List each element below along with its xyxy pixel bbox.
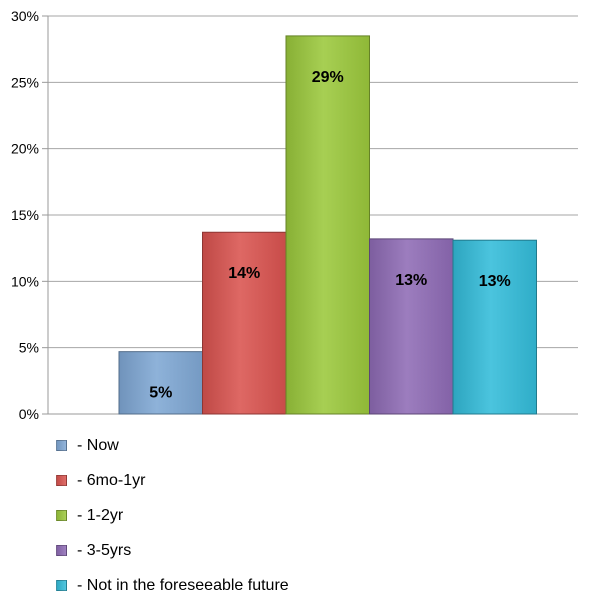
legend-item: - Now bbox=[56, 428, 289, 463]
bar-4 bbox=[369, 238, 454, 415]
legend-label: - Now bbox=[77, 436, 119, 454]
y-tick-label: 30% bbox=[11, 8, 39, 24]
legend-item: - 6mo-1yr bbox=[56, 463, 289, 498]
data-label: 29% bbox=[312, 69, 344, 86]
legend-swatch bbox=[56, 440, 67, 451]
legend: - Now - 6mo-1yr - 1-2yr - 3-5yrs - Not in th… bbox=[56, 428, 289, 603]
legend-swatch bbox=[56, 580, 67, 591]
data-label: 5% bbox=[149, 385, 172, 402]
y-axis: 0% 5% 10% 15% 20% 25% 30% bbox=[11, 8, 49, 422]
y-tick-label: 20% bbox=[11, 141, 39, 157]
y-tick-label: 25% bbox=[11, 74, 39, 90]
bar-1 bbox=[118, 351, 203, 415]
legend-item: - Not in the foreseeable future bbox=[56, 568, 289, 603]
legend-label: - 6mo-1yr bbox=[77, 471, 146, 489]
legend-item: - 3-5yrs bbox=[56, 533, 289, 568]
legend-label: - Not in the foreseeable future bbox=[77, 576, 289, 594]
bars bbox=[118, 35, 537, 415]
bar-5 bbox=[452, 239, 537, 415]
y-tick-label: 5% bbox=[19, 340, 39, 356]
legend-swatch bbox=[56, 475, 67, 486]
data-label: 13% bbox=[479, 273, 511, 290]
bar-chart: 0% 5% 10% 15% 20% 25% 30% 5% 14% 29% 13% 13% bbox=[11, 8, 578, 422]
y-tick-label: 0% bbox=[19, 406, 39, 422]
bar-3 bbox=[285, 35, 370, 415]
legend-label: - 1-2yr bbox=[77, 506, 124, 524]
legend-label: - 3-5yrs bbox=[77, 541, 132, 559]
legend-swatch bbox=[56, 510, 67, 521]
data-label: 14% bbox=[228, 265, 260, 282]
legend-swatch bbox=[56, 545, 67, 556]
data-labels: 5% 14% 29% 13% 13% bbox=[149, 69, 511, 402]
data-label: 13% bbox=[395, 272, 427, 289]
y-tick-label: 10% bbox=[11, 273, 39, 289]
y-tick-label: 15% bbox=[11, 207, 39, 223]
legend-item: - 1-2yr bbox=[56, 498, 289, 533]
bar-2 bbox=[202, 231, 287, 415]
